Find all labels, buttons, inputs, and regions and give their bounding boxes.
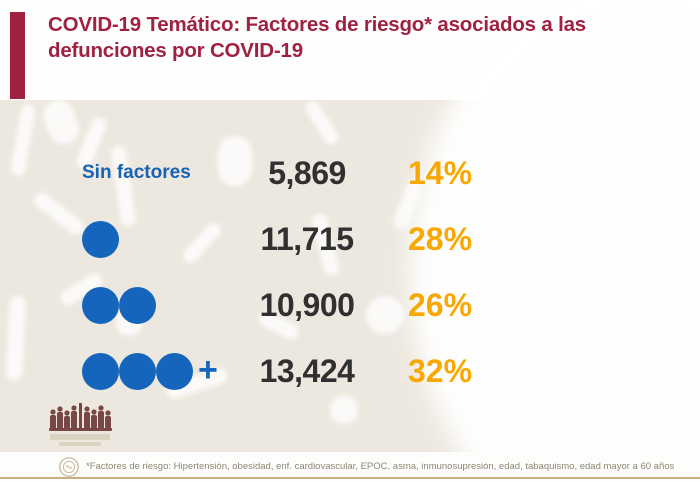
deaths-count: 13,424 <box>259 352 355 389</box>
factor-cell: + <box>0 351 232 390</box>
title-line-2: defunciones por COVID-19 <box>48 39 303 63</box>
deaths-count: 11,715 <box>260 220 354 257</box>
factor-cell: Sin factores <box>0 162 232 184</box>
deaths-count: 5,869 <box>268 154 346 191</box>
factor-dot <box>156 352 193 390</box>
government-seal-icon <box>59 457 79 477</box>
deaths-count: 10,900 <box>259 286 355 323</box>
footer-accent-line <box>0 477 700 479</box>
factor-dot <box>82 220 119 258</box>
percent-value: 32% <box>407 352 473 389</box>
salud-logo <box>49 403 112 446</box>
table-row-sin-factores: Sin factores 5,869 14% <box>0 140 540 206</box>
factor-dot <box>119 352 156 390</box>
factor-cell <box>0 220 232 258</box>
footnote-text: *Factores de riesgo: Hipertensión, obesi… <box>86 460 675 472</box>
table-row-2-factores: 10,900 26% <box>0 272 540 338</box>
factor-dot <box>119 286 156 324</box>
page-title: COVID-19 Temático: Factores de riesgo* a… <box>48 12 678 64</box>
table-row-3-o-mas-factores: + 13,424 32% <box>0 338 540 404</box>
factor-dot <box>82 352 119 390</box>
percent-value: 26% <box>407 286 473 323</box>
factor-dot <box>82 286 119 324</box>
footnote: *Factores de riesgo: Hipertensión, obesi… <box>58 456 674 478</box>
percent-value: 28% <box>407 220 473 257</box>
factor-label: Sin factores <box>82 162 191 184</box>
risk-factor-table: Sin factores 5,869 14% 11,715 28% 10,900… <box>0 140 540 404</box>
factor-cell <box>0 286 232 324</box>
title-line-1: COVID-19 Temático: Factores de riesgo* a… <box>48 13 586 36</box>
plus-icon: + <box>198 351 218 389</box>
title-accent-bar <box>10 12 25 99</box>
table-row-1-factor: 11,715 28% <box>0 206 540 272</box>
percent-value: 14% <box>407 154 473 191</box>
